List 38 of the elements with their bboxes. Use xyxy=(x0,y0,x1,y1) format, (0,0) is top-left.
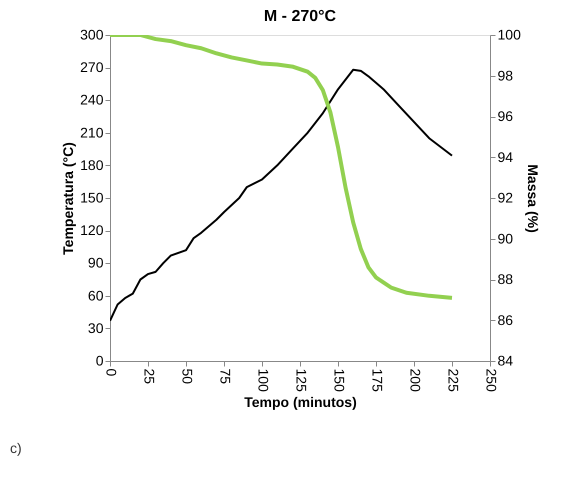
y-tick-label: 180 xyxy=(80,156,104,173)
x-tick-label: 50 xyxy=(180,368,196,384)
x-axis-title: Tempo (minutos) xyxy=(244,394,357,410)
y-tick-label: 210 xyxy=(80,124,104,140)
y-tick-label: 90 xyxy=(88,254,104,271)
x-tick-label: 125 xyxy=(294,368,310,392)
y-tick-label: 150 xyxy=(80,190,104,206)
y-tick-label: 0 xyxy=(96,352,104,368)
x-tick-label: 150 xyxy=(332,368,348,392)
y2-tick-label: 84 xyxy=(498,352,514,368)
x-tick-label: 200 xyxy=(408,368,424,392)
x-tick-label: 175 xyxy=(370,368,386,392)
x-tick-label: 250 xyxy=(484,368,500,392)
x-tick-label: 100 xyxy=(256,368,272,392)
x-tick-label: 75 xyxy=(218,368,234,384)
y-tick-label: 300 xyxy=(80,26,104,42)
line-series xyxy=(110,68,453,322)
y-tick-label: 60 xyxy=(88,287,104,304)
y2-tick-label: 98 xyxy=(498,67,514,84)
y-tick-label: 270 xyxy=(80,59,104,76)
y2-tick-label: 100 xyxy=(498,26,522,42)
y-axis-title: Temperatura (°C) xyxy=(60,142,76,255)
y-tick-label: 30 xyxy=(88,320,104,336)
y2-tick-label: 96 xyxy=(498,108,514,124)
y-tick-label: 120 xyxy=(80,222,104,238)
y2-axis-title: Massa (%) xyxy=(524,164,541,233)
x-tick-label: 25 xyxy=(142,368,158,384)
y2-tick-label: 92 xyxy=(498,190,514,206)
y2-tick-label: 94 xyxy=(498,148,514,165)
y2-tick-label: 90 xyxy=(498,230,514,246)
x-tick-label: 0 xyxy=(104,368,120,376)
y2-tick-label: 86 xyxy=(498,312,514,328)
x-tick-label: 225 xyxy=(446,368,462,392)
chart-title: M - 270°C xyxy=(264,8,337,25)
y2-tick-label: 88 xyxy=(498,271,514,287)
y-tick-label: 240 xyxy=(80,92,104,108)
line-series xyxy=(110,35,454,300)
text: c) xyxy=(10,440,22,456)
